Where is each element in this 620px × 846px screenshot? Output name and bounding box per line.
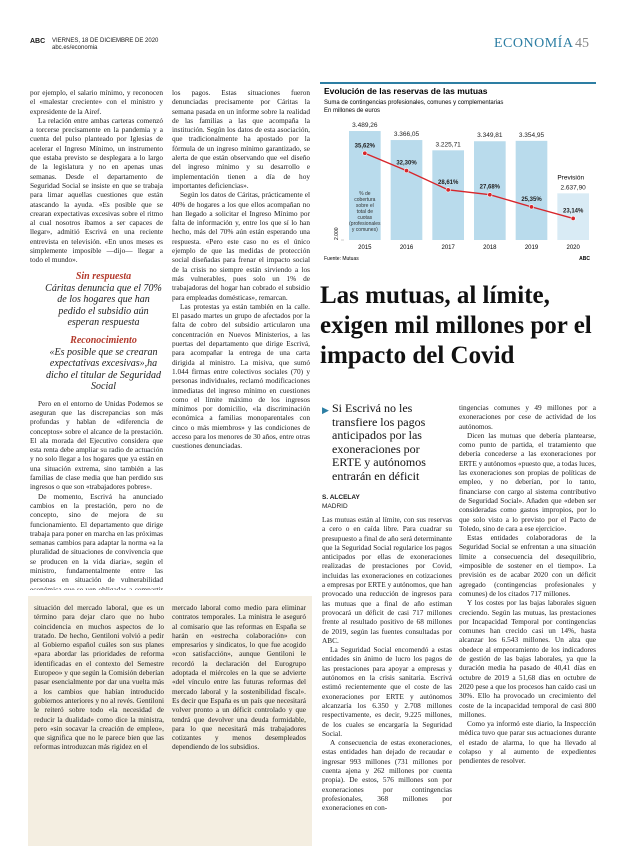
paragraph: Como ya informó este diario, la Inspecci… (459, 719, 596, 766)
value-label: 3.366,05 (394, 131, 420, 138)
article-column: tingencias comunes y 49 millones por a e… (459, 403, 596, 846)
paragraph: tingencias comunes y 49 millones por a e… (459, 403, 596, 431)
chart-credit: ABC (579, 256, 590, 262)
article-column: Las mutuas están al límite, con sus rese… (322, 515, 452, 846)
paragraph: La relación entre ambas carteras comenzó… (30, 115, 163, 265)
legend-text: % de cobertura sobre el total de cuotas (prof… (349, 191, 381, 233)
paragraph: Pero en el entorno de Unidas Podemos se … (30, 398, 163, 492)
brand: ABC (30, 38, 46, 45)
value-label: 3.225,71 (436, 141, 462, 148)
point-label: 27,68% (480, 185, 501, 191)
paragraph: mercado laboral como medio para eliminar… (172, 603, 306, 752)
bottom-column: mercado laboral como medio para eliminar… (172, 603, 306, 843)
annotation: Previsión (557, 174, 584, 181)
chart-title: Evolución de las reservas de las mutuas (324, 86, 488, 96)
pull-quote: Reconocimiento «Es posible que se crearan… (44, 335, 163, 393)
line-point (404, 168, 410, 174)
left-column: los pagos. Estas situaciones fueron denu… (172, 88, 310, 590)
bar (390, 140, 423, 240)
bar (432, 150, 464, 240)
quote-title: Sin respuesta (75, 270, 132, 282)
paragraph: Las protestas ya están también en la cal… (172, 301, 310, 451)
value-label: 3.354,95 (519, 132, 545, 139)
headline: Las mutuas, al límite, exigen mil millon… (320, 282, 592, 369)
chart-rule (320, 82, 596, 84)
bar (515, 140, 548, 240)
line-point (487, 192, 493, 198)
paragraph: Y los costes por las bajas laborales sig… (459, 598, 596, 719)
x-tick-label: 2015 (358, 245, 372, 251)
line-point (529, 204, 535, 210)
bar (474, 141, 506, 240)
paragraph: situación del mercado laboral, que es un… (34, 603, 164, 752)
section: ECONOMÍA (494, 36, 574, 51)
paragraph: los pagos. Estas situaciones fueron denu… (172, 88, 310, 190)
line-point (445, 187, 451, 193)
bar (349, 131, 381, 240)
x-tick-label: 2017 (441, 245, 455, 251)
paragraph: Estas entidades colaboradoras de la Segu… (459, 533, 596, 598)
x-tick-label: 2018 (483, 245, 497, 251)
paragraph: Dicen las mutuas que debería plantearse,… (459, 430, 596, 533)
byline: S. ALCELAY (322, 494, 360, 501)
chart-unit: En millones de euros (324, 108, 380, 114)
point-label: 32,30% (396, 161, 417, 167)
page-number: 45 (575, 36, 589, 51)
deck: ▶ Si Escrivá no les transfiere los pagos … (322, 401, 450, 483)
paragraph: De momento, Escrivá ha anunciado cambios… (30, 491, 163, 590)
value-label: 2.637,90 (561, 184, 587, 191)
point-label: 25,35% (521, 197, 542, 203)
chart: Evolución de las reservas de las mutuas … (324, 86, 590, 262)
url: abc.es/economia (52, 45, 98, 51)
x-tick-label: 2019 (525, 245, 539, 251)
chart-subtitle: Suma de contingencias profesionales, com… (324, 100, 503, 106)
deck-bullet: ▶ (322, 405, 329, 415)
quote-title: Reconocimiento (70, 334, 137, 346)
paragraph: La Seguridad Social encomendó a estas en… (322, 645, 452, 738)
x-tick-label: 2016 (400, 245, 414, 251)
city: MADRID (322, 503, 348, 510)
point-label: 28,61% (438, 180, 459, 186)
line-point (362, 150, 368, 156)
point-label: 23,14% (563, 208, 584, 214)
left-column: por ejemplo, el salario mínimo, y recono… (30, 88, 163, 590)
paragraph: Según los datos de Cáritas, prácticament… (172, 190, 310, 302)
paragraph: por ejemplo, el salario mínimo, y recono… (30, 88, 163, 116)
paragraph: Las mutuas están al límite, con sus rese… (322, 515, 452, 645)
value-label: 3.489,26 (352, 122, 378, 129)
sidebar-bg (28, 596, 312, 846)
value-label: 3.349,81 (477, 132, 503, 139)
chart-source: Fuente: Mutuas (324, 256, 359, 262)
point-label: 35,62% (355, 143, 376, 149)
quote-text: «Es posible que se crearan expectativas … (46, 346, 161, 393)
paragraph: A consecuencia de estas exoneraciones, e… (322, 738, 452, 813)
line-point (570, 215, 576, 221)
date: VIERNES, 18 DE DICIEMBRE DE 2020 (52, 38, 159, 44)
quote-text: Cáritas denuncia que el 70% de los hogar… (45, 282, 162, 329)
deck-text: Si Escrivá no les transfiere los pagos a… (332, 401, 426, 483)
x-tick-label: 2020 (566, 245, 580, 251)
bottom-column: situación del mercado laboral, que es un… (34, 603, 164, 843)
y-tick-label: 2.000 (334, 227, 340, 240)
pull-quote: Sin respuesta Cáritas denuncia que el 70%… (44, 271, 163, 329)
line (364, 152, 574, 220)
